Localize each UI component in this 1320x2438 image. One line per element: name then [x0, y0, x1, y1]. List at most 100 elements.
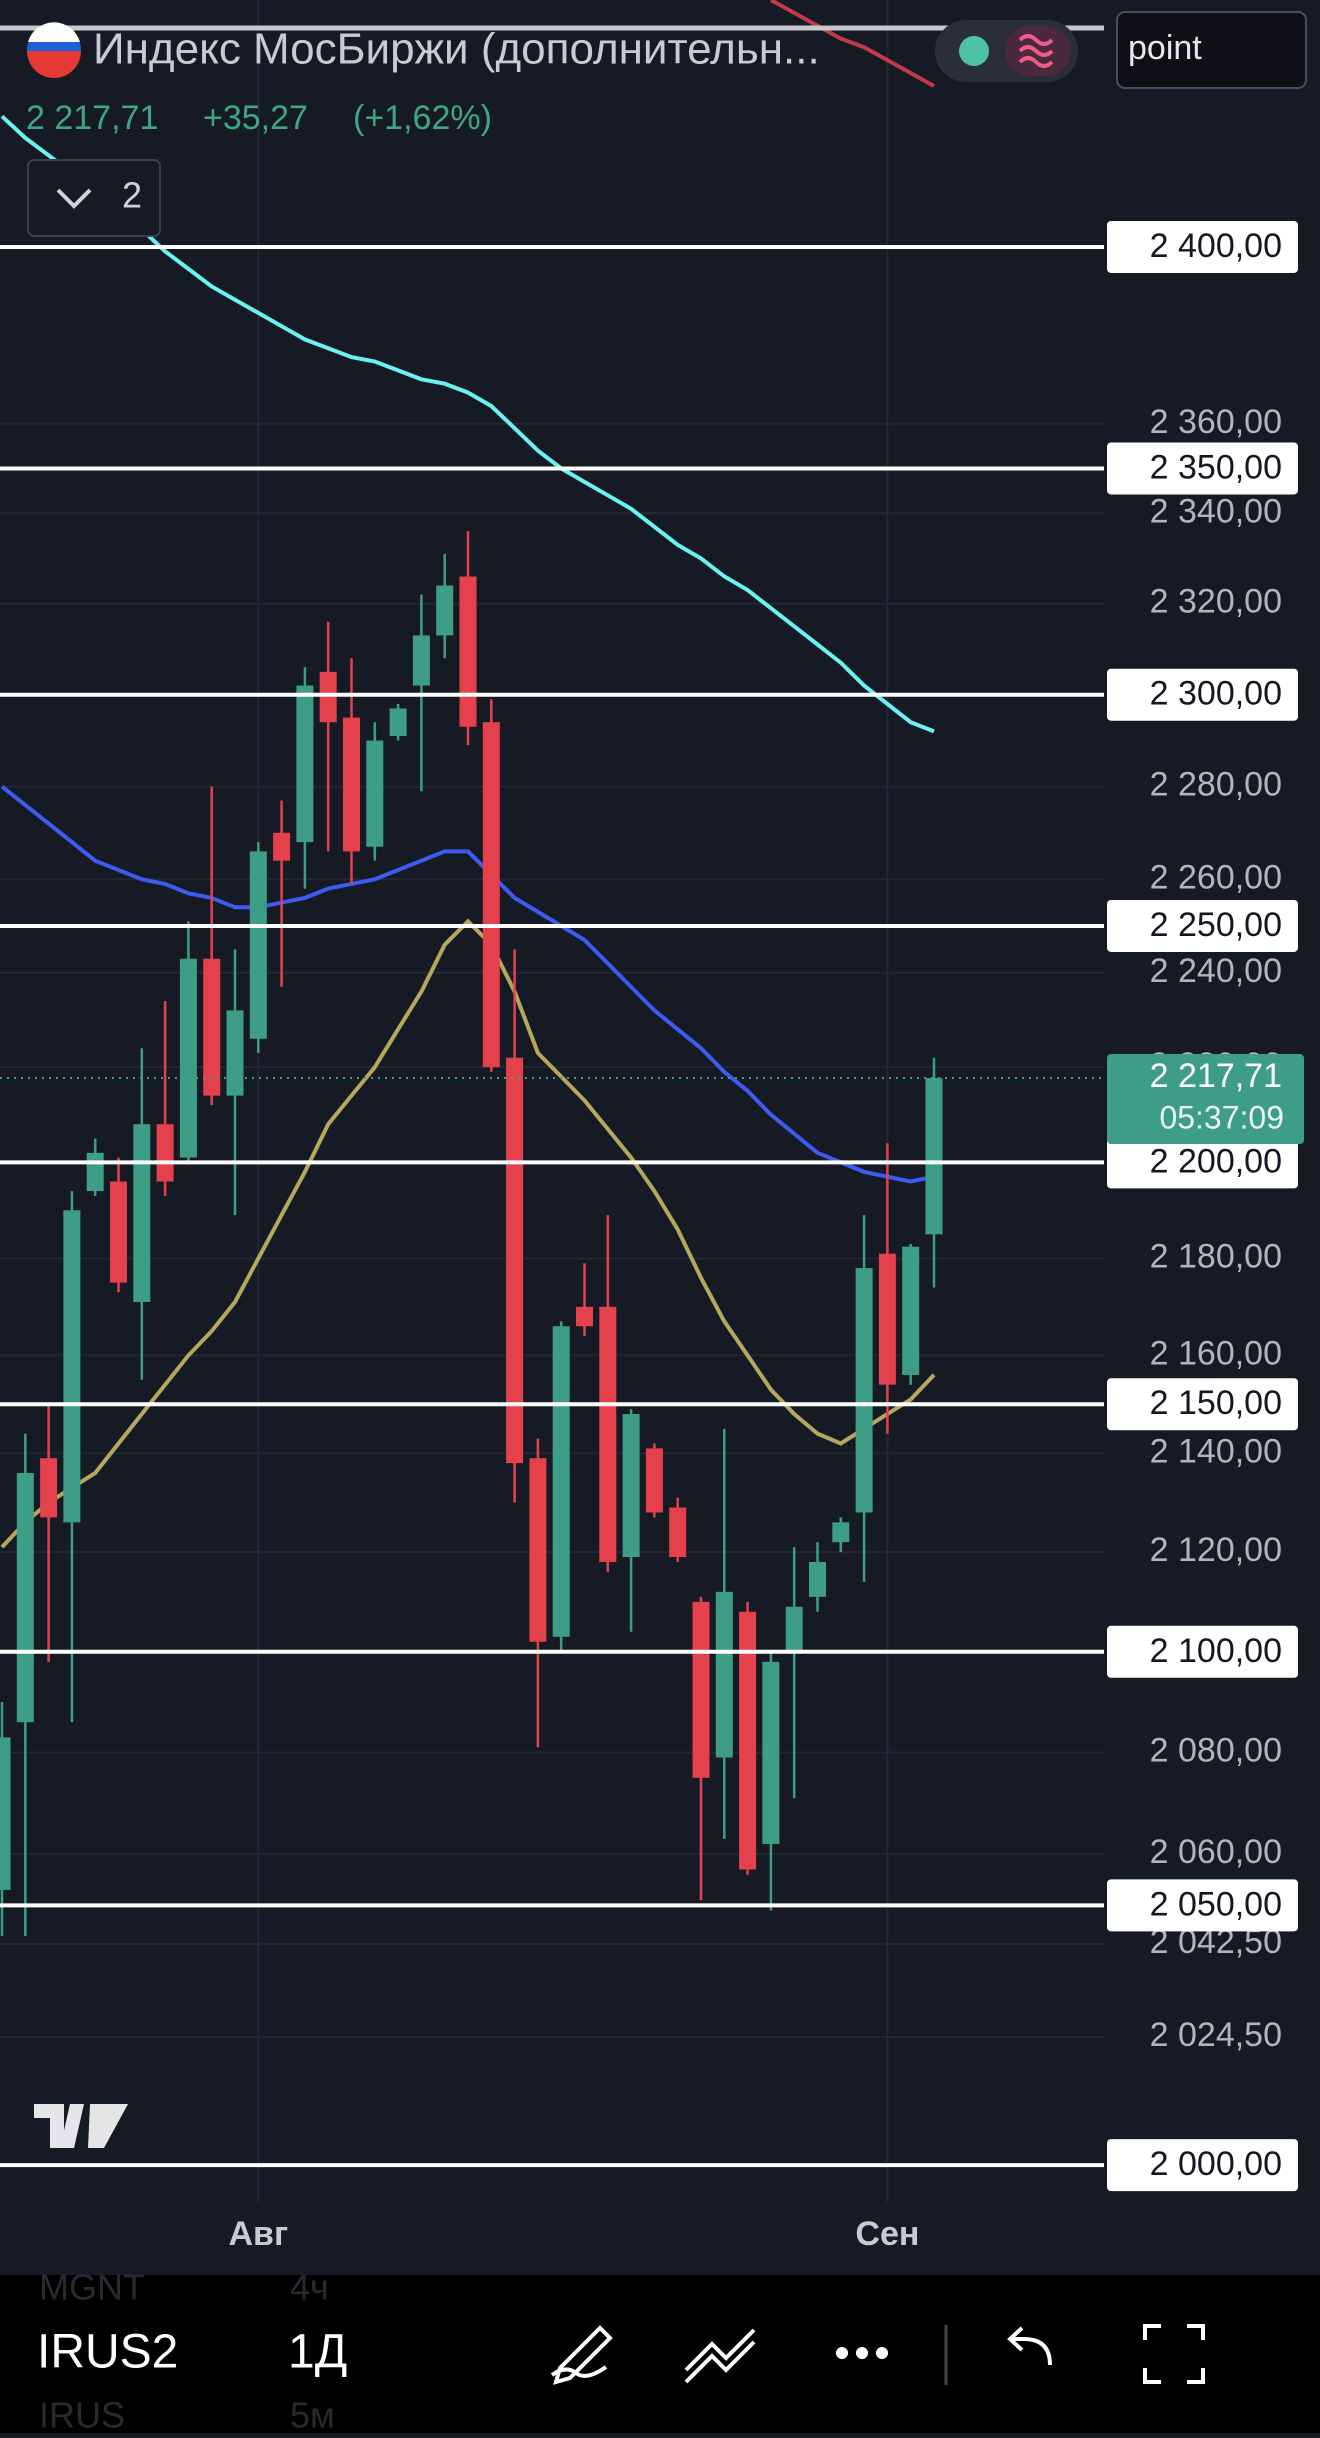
candle-body — [63, 1210, 81, 1523]
candle-body — [622, 1414, 640, 1558]
y-tick-label: 2 180,00 — [1150, 1237, 1282, 1275]
level-label: 2 350,00 — [1150, 448, 1282, 486]
header: Индекс МосБиржи (дополнительн... 2 217,7… — [0, 11, 1307, 237]
y-tick-label: 2 280,00 — [1150, 766, 1282, 804]
level-label-bg — [1107, 442, 1298, 495]
level-label-bg — [1107, 1879, 1298, 1932]
x-tick-label: Сен — [855, 2215, 919, 2253]
y-tick-label: 2 160,00 — [1150, 1334, 1282, 1372]
title: Индекс МосБиржи (дополнительн... — [93, 25, 820, 74]
y-tick-label: 2 260,00 — [1150, 858, 1282, 896]
level-label-bg — [1107, 1625, 1298, 1678]
candle-body — [809, 1562, 826, 1597]
level-label: 2 150,00 — [1150, 1384, 1282, 1422]
last-price-bg — [1107, 1054, 1304, 1145]
candle-body — [506, 1057, 524, 1464]
wave-icon — [1018, 34, 1054, 68]
moving-average — [0, 785, 935, 1184]
logo — [34, 2104, 128, 2148]
candle-body — [529, 1458, 547, 1642]
toolbar-bg — [0, 2275, 1320, 2433]
level-label: 2 100,00 — [1150, 1632, 1282, 1670]
candle-body — [133, 1124, 151, 1302]
level-label: 2 000,00 — [1150, 2145, 1282, 2183]
candle-body — [925, 1078, 943, 1235]
candle-body — [878, 1253, 896, 1385]
candle-body — [110, 1181, 127, 1283]
tv-logo — [34, 2104, 128, 2148]
x-tick-label: Авг — [228, 2215, 288, 2253]
undo-icon[interactable] — [1007, 2326, 1052, 2366]
candle-body — [762, 1661, 780, 1844]
candle-body — [855, 1268, 873, 1513]
candle-body — [16, 1472, 34, 1723]
candle-body — [902, 1246, 920, 1375]
candle-body — [179, 958, 197, 1158]
y-tick-label: 2 060,00 — [1150, 1833, 1282, 1871]
header-change-pct: (+1,62%) — [353, 99, 492, 137]
fullscreen-icon[interactable] — [1143, 2324, 1205, 2384]
moving-average — [769, 0, 935, 88]
chevron — [56, 188, 92, 209]
y-tick-label: 2 320,00 — [1150, 583, 1282, 621]
level-label: 2 050,00 — [1150, 1885, 1282, 1923]
candle-body — [715, 1591, 733, 1758]
candle-body — [669, 1507, 687, 1558]
level-label: 2 400,00 — [1150, 227, 1282, 265]
behind-interval: 5м — [290, 2395, 335, 2433]
more-dot — [876, 2347, 888, 2359]
interval-input[interactable] — [1116, 11, 1307, 89]
candle-body — [203, 958, 221, 1096]
candle-body — [319, 671, 337, 723]
draw-icon[interactable] — [550, 2325, 613, 2385]
candle-body — [343, 717, 360, 852]
behind-interval: 4ч — [290, 2267, 329, 2308]
y-tick-label: 2 120,00 — [1150, 1531, 1282, 1569]
level-label: 2 200,00 — [1150, 1142, 1282, 1180]
indicator-toggle[interactable] — [27, 159, 161, 237]
candle-body — [599, 1306, 617, 1563]
header-change: +35,27 — [203, 99, 308, 137]
header-price: 2 217,71 — [26, 99, 158, 137]
candle-body — [273, 832, 291, 861]
candle-body — [86, 1152, 104, 1192]
y-tick-label: 2 080,00 — [1150, 1731, 1282, 1769]
interval-input-text: point — [1128, 29, 1202, 67]
more-dot — [856, 2347, 868, 2359]
candle-body — [412, 635, 430, 686]
more-dot[interactable] — [836, 2347, 848, 2359]
level-label-bg — [1107, 2139, 1298, 2192]
behind-symbol: MGNT — [39, 2267, 145, 2308]
candle-body — [785, 1606, 803, 1652]
level-label-bg — [1107, 1378, 1298, 1431]
toolbar: MGNT 4ч IRUS 5м IRUS2 1Д — [0, 2267, 1320, 2436]
indicator-count: 2 — [122, 175, 142, 216]
y-tick-label: 2 360,00 — [1150, 403, 1282, 441]
level-label-bg — [1107, 899, 1298, 952]
trend-icon[interactable] — [684, 2328, 756, 2384]
flag-white — [28, 22, 80, 42]
last-price-label: 2 217,71 — [1150, 1057, 1282, 1095]
candle-body — [0, 1737, 11, 1890]
countdown: 05:37:09 — [1159, 1099, 1284, 1135]
behind-symbol: IRUS — [39, 2395, 125, 2433]
candle-body — [366, 740, 384, 847]
candle-body — [645, 1448, 663, 1513]
y-tick-label: 2 140,00 — [1150, 1432, 1282, 1470]
symbol[interactable]: IRUS2 — [37, 2326, 178, 2379]
candle-body — [226, 1010, 244, 1096]
moving-average — [0, 918, 936, 1549]
candle-body — [389, 708, 407, 736]
status-dot — [959, 36, 989, 66]
interval[interactable]: 1Д — [288, 2326, 347, 2379]
y-tick-label: 2 240,00 — [1150, 952, 1282, 990]
candle-body — [156, 1124, 174, 1182]
level-label: 2 250,00 — [1150, 906, 1282, 944]
level-label-bg — [1107, 220, 1298, 273]
candle-body — [40, 1458, 58, 1518]
candle-body — [459, 576, 477, 727]
candle-body — [552, 1326, 570, 1637]
level-label-bg — [1107, 668, 1298, 721]
